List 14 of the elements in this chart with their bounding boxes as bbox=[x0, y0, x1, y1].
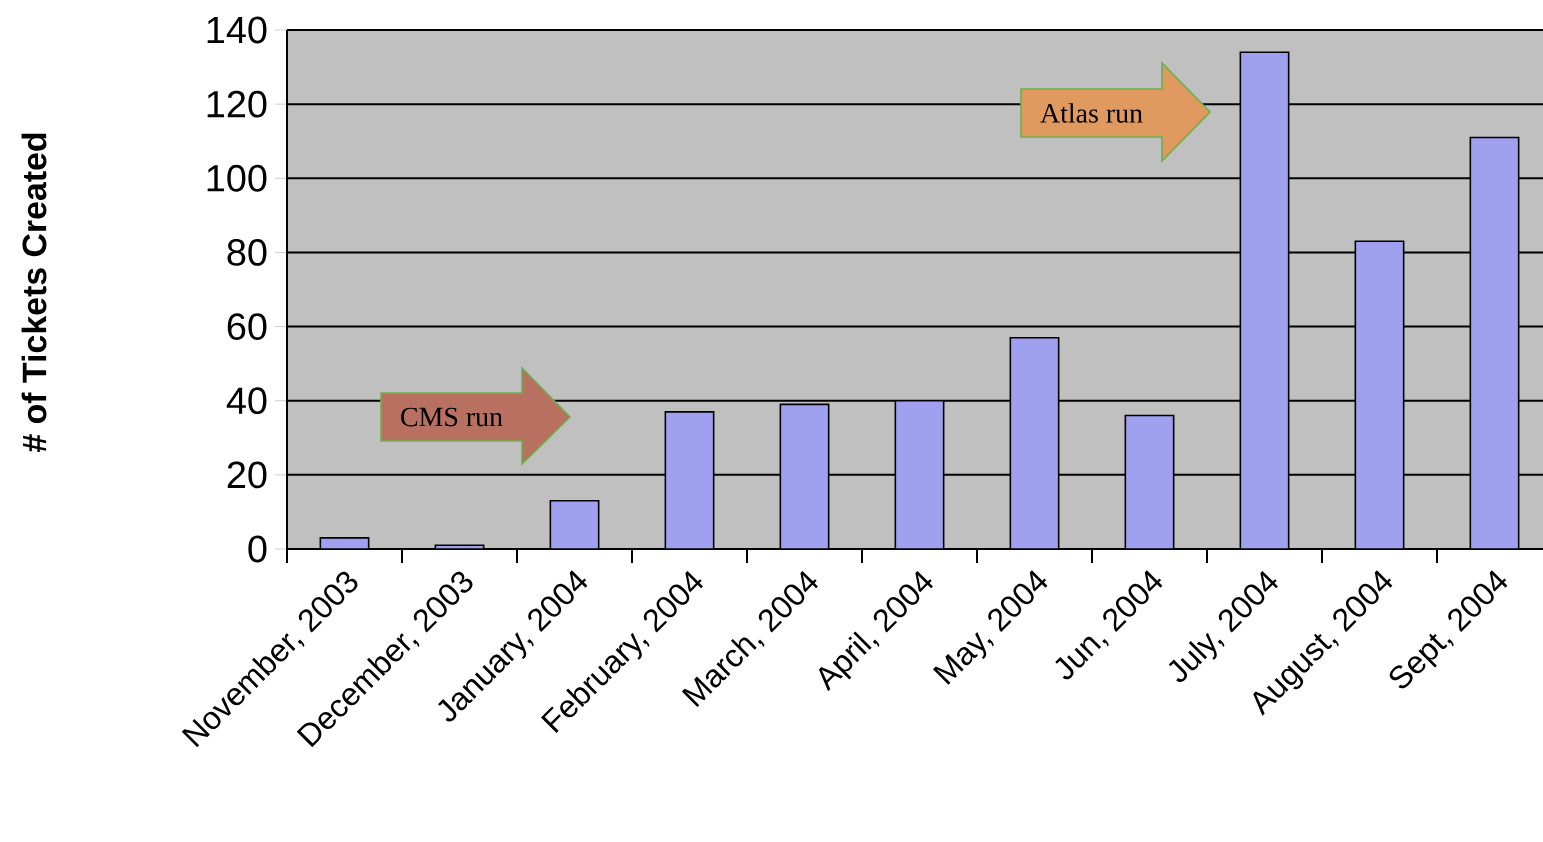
y-tick-label: 120 bbox=[207, 90, 267, 118]
y-tick-label: 60 bbox=[227, 313, 267, 340]
y-tick-label: 80 bbox=[227, 239, 267, 266]
annotation: Atlas run bbox=[1040, 103, 1143, 123]
bar bbox=[434, 544, 485, 550]
y-tick-label: 140 bbox=[207, 16, 267, 44]
bar bbox=[549, 500, 600, 550]
annotation: CMS run bbox=[401, 407, 503, 427]
y-tick-label: 20 bbox=[227, 461, 267, 489]
y-axis-title: # of Tickets Created bbox=[21, 133, 47, 453]
bar bbox=[319, 537, 370, 550]
y-tick-label: 0 bbox=[248, 535, 267, 563]
y-tick-label: 100 bbox=[207, 164, 267, 192]
y-tick-label: 40 bbox=[226, 387, 267, 415]
